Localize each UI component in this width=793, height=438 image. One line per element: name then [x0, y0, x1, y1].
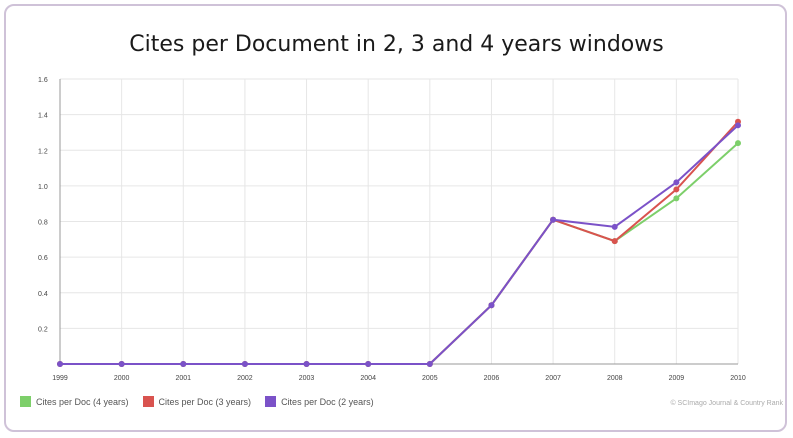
chart-frame — [4, 4, 787, 432]
legend-label: Cites per Doc (3 years) — [158, 396, 252, 407]
data-point — [673, 186, 680, 193]
x-tick-label: 2009 — [669, 375, 685, 382]
legend-swatch — [265, 396, 277, 407]
data-point — [550, 216, 557, 223]
data-point — [735, 140, 741, 147]
chart-legend: Cites per Doc (4 years) Cites per Doc (3 … — [20, 396, 374, 407]
legend-item[interactable]: Cites per Doc (4 years) — [20, 396, 129, 407]
data-point — [673, 195, 680, 202]
data-point — [488, 302, 495, 309]
y-tick-label: 0.2 — [38, 326, 48, 333]
data-point — [735, 122, 741, 129]
x-tick-label: 2000 — [114, 375, 130, 382]
credit-text: © SCImago Journal & Country Rank — [670, 400, 783, 407]
x-tick-label: 2003 — [299, 375, 315, 382]
y-tick-label: 1.4 — [38, 113, 48, 120]
legend-swatch — [142, 396, 154, 407]
x-tick-label: 2005 — [422, 375, 438, 382]
data-point — [611, 223, 618, 230]
legend-item[interactable]: Cites per Doc (3 years) — [142, 396, 252, 407]
y-tick-label: 0.8 — [38, 220, 48, 227]
data-point — [118, 361, 125, 367]
legend-label: Cites per Doc (2 years) — [281, 396, 374, 407]
legend-item[interactable]: Cites per Doc (2 years) — [265, 396, 374, 407]
y-tick-label: 0.6 — [38, 255, 48, 262]
y-tick-label: 1.0 — [38, 184, 48, 191]
y-tick-label: 0.4 — [38, 291, 48, 298]
data-point — [57, 361, 63, 367]
x-tick-label: 2007 — [545, 375, 561, 382]
chart-title: Cites per Document in 2, 3 and 4 years w… — [129, 32, 664, 57]
data-point — [673, 179, 680, 186]
x-tick-label: 2004 — [360, 375, 376, 382]
x-tick-label: 2006 — [484, 375, 500, 382]
data-point — [241, 361, 248, 367]
data-point — [426, 361, 433, 367]
x-tick-label: 2001 — [175, 375, 191, 382]
data-point — [303, 361, 310, 367]
series-line — [60, 124, 739, 365]
x-tick-label: 1999 — [52, 375, 68, 382]
y-tick-label: 1.2 — [38, 148, 48, 155]
data-point — [365, 361, 372, 367]
x-tick-label: 2002 — [237, 375, 253, 382]
legend-swatch — [20, 396, 31, 407]
series-line — [60, 142, 739, 365]
x-tick-label: 2008 — [607, 375, 623, 382]
series-line — [60, 121, 739, 365]
y-tick-label: 1.6 — [38, 77, 48, 84]
data-point — [611, 238, 618, 245]
data-point — [180, 361, 187, 367]
legend-label: Cites per Doc (4 years) — [36, 396, 129, 407]
x-tick-label: 2010 — [730, 375, 746, 382]
